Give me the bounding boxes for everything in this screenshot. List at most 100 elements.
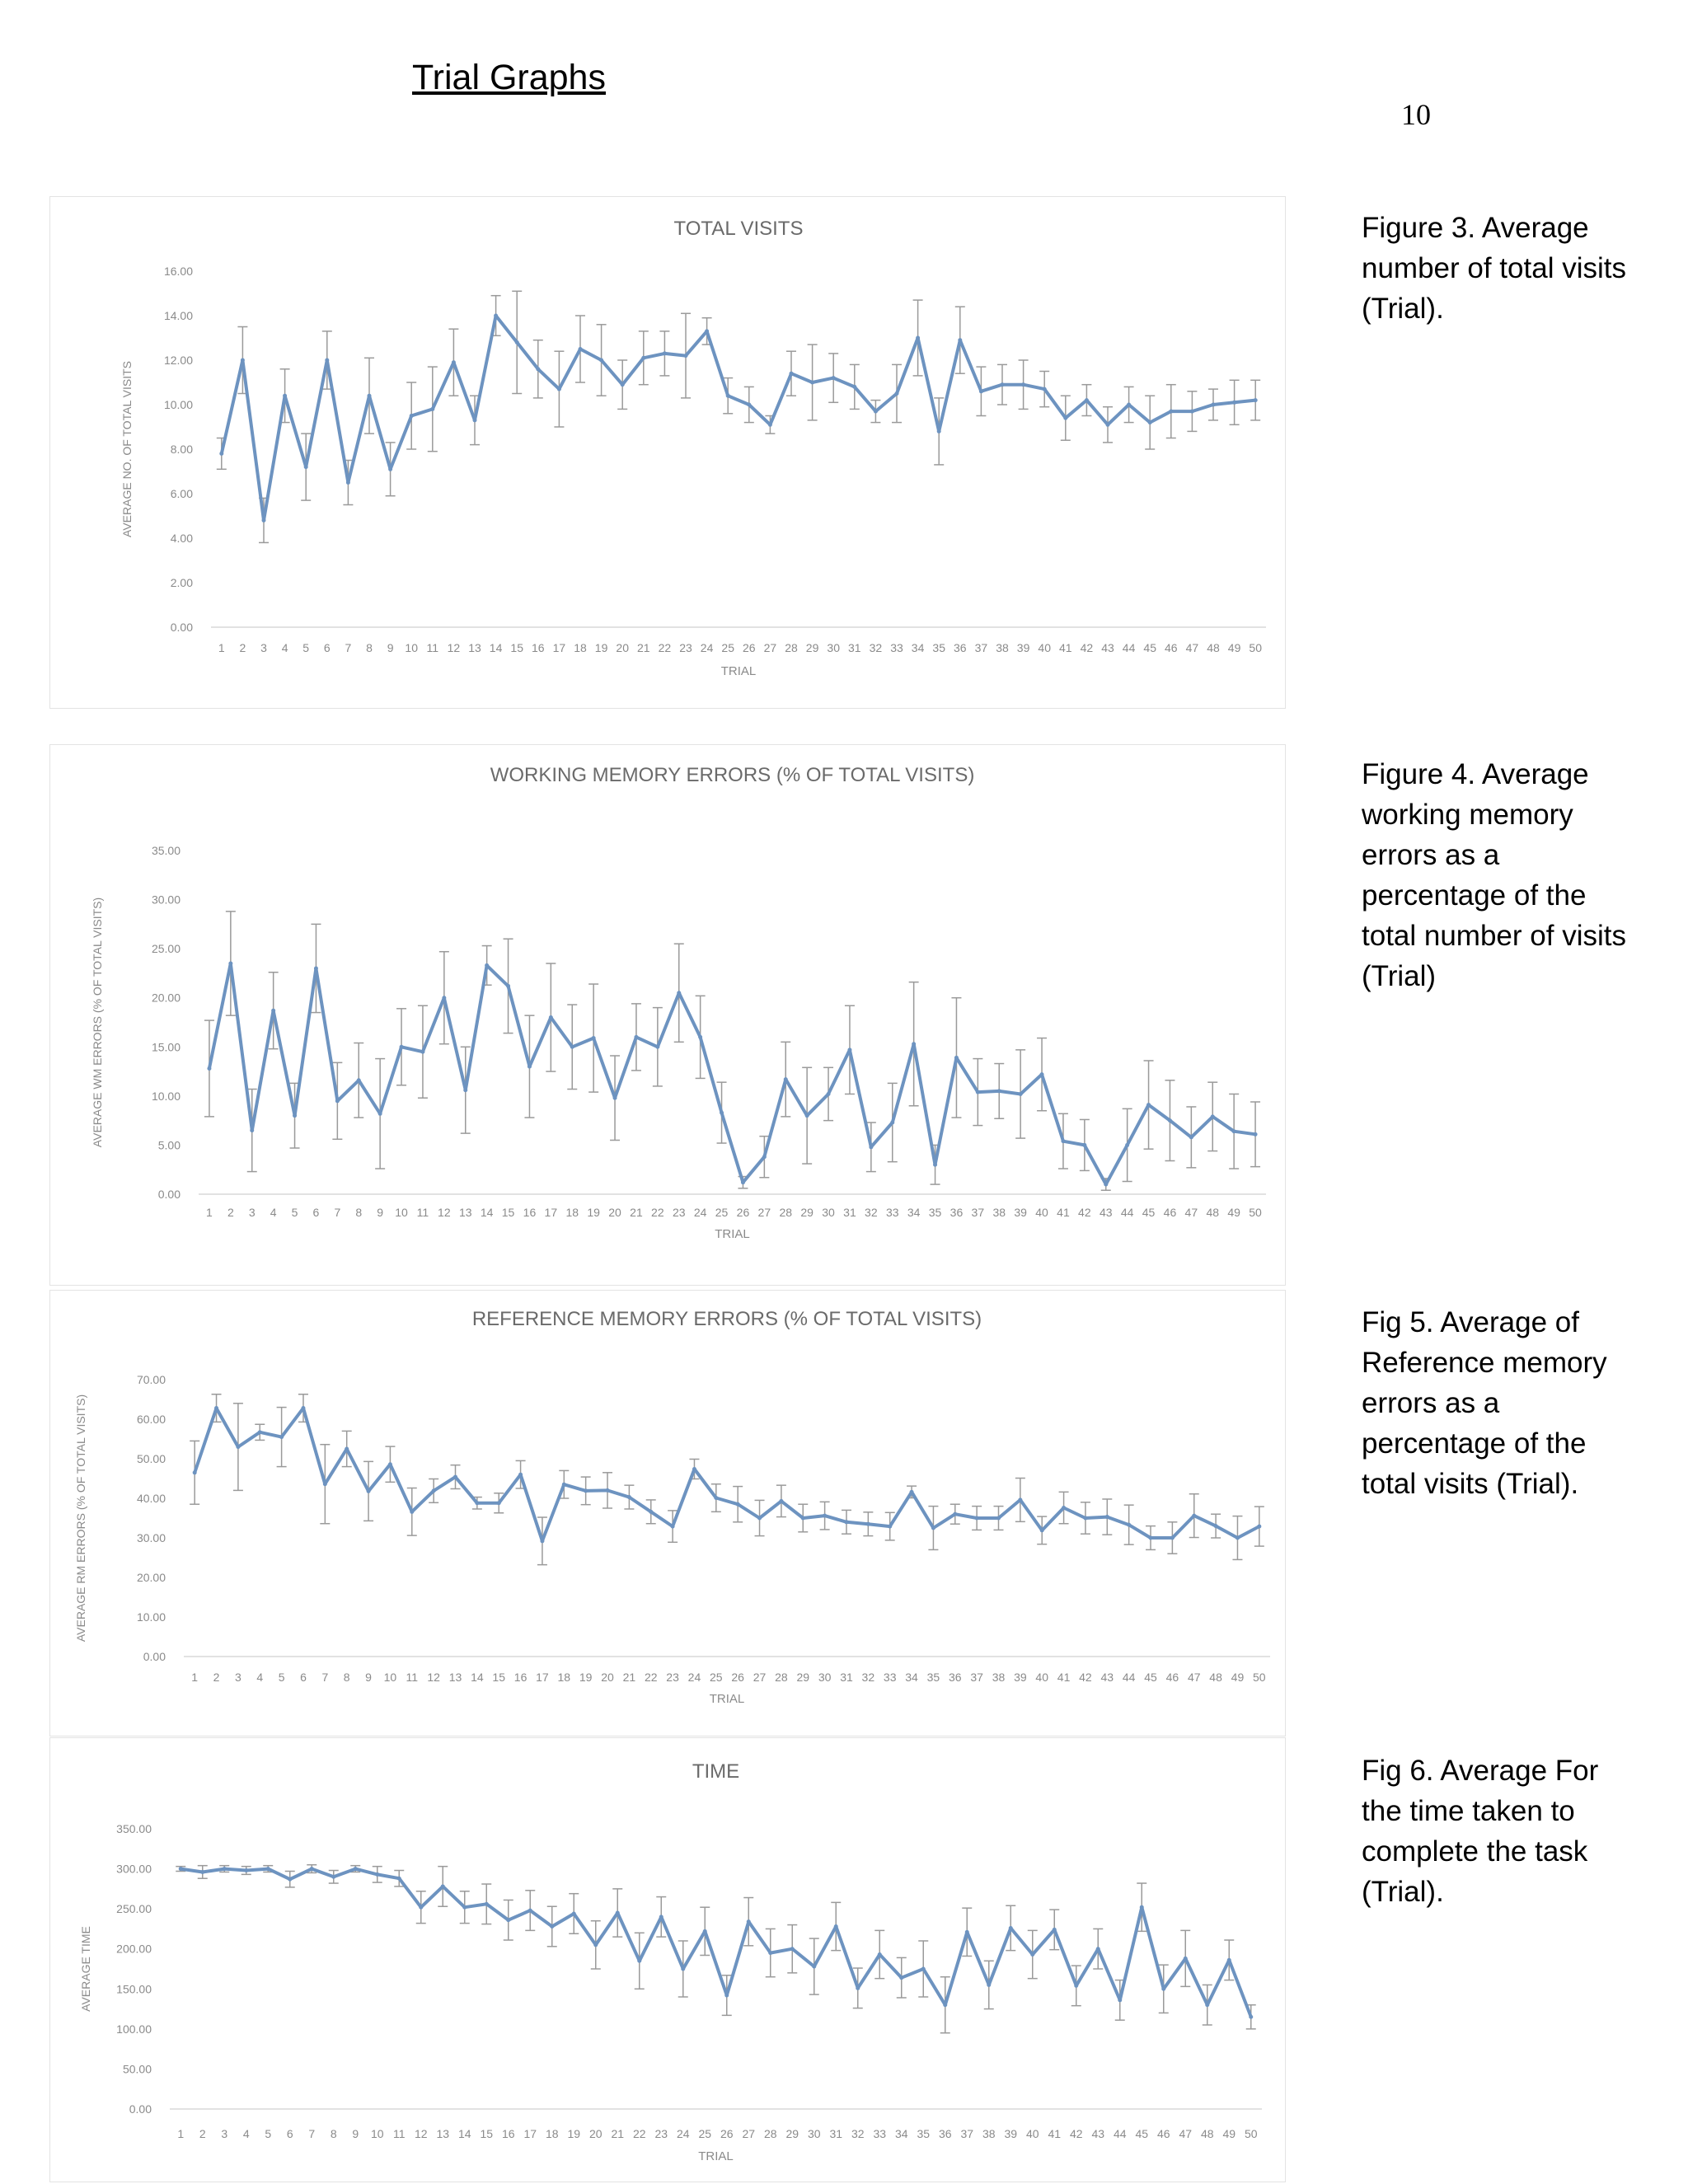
y-tick-label: 10.00 [152,1090,181,1103]
data-point [494,313,499,318]
x-tick-label: 50 [1249,641,1262,654]
data-point [888,1524,893,1529]
data-point [912,1042,917,1047]
page-heading: Trial Graphs [412,58,606,97]
y-tick-label: 150.00 [116,1982,152,1995]
data-point [655,1044,660,1049]
data-point [366,1488,371,1493]
data-point [514,340,519,344]
x-tick-label: 25 [715,1206,729,1219]
x-tick-label: 44 [1121,1206,1134,1219]
y-tick-label: 6.00 [171,487,193,500]
data-point [634,1034,639,1039]
data-point [833,1924,838,1929]
x-tick-label: 40 [1035,1671,1048,1684]
data-point [591,1036,596,1041]
data-point [1139,1905,1144,1910]
x-tick-label: 36 [950,1206,964,1219]
data-point [757,1516,762,1521]
data-point [431,1488,436,1493]
x-tick-label: 12 [448,641,461,654]
data-point [1104,1182,1109,1187]
data-point [578,347,583,351]
x-tick-label: 34 [912,641,925,654]
x-tick-label: 31 [848,641,861,654]
x-tick-label: 3 [235,1671,241,1684]
x-tick-label: 48 [1209,1671,1222,1684]
x-tick-label: 17 [523,2127,537,2140]
x-axis-label: TRIAL [710,1692,745,1706]
x-tick-label: 24 [694,1206,707,1219]
x-tick-label: 7 [334,1206,340,1219]
y-tick-label: 10.00 [137,1610,166,1624]
x-tick-label: 13 [459,1206,472,1219]
data-point [899,1975,904,1980]
data-point [506,983,511,988]
data-point [293,1113,298,1118]
data-point [831,376,836,381]
x-tick-label: 6 [300,1671,307,1684]
data-point [847,1047,852,1052]
data-point [1021,382,1026,387]
data-point [1189,409,1194,414]
x-tick-label: 32 [862,1671,875,1684]
data-point [1169,409,1174,414]
x-tick-label: 30 [818,1671,832,1684]
x-tick-label: 32 [870,641,883,654]
x-tick-label: 42 [1079,1671,1092,1684]
y-tick-label: 14.00 [164,309,193,322]
y-tick-label: 30.00 [152,893,181,907]
data-point [440,1884,445,1889]
data-point [207,1066,212,1071]
data-point [869,1145,874,1150]
data-point [178,1867,183,1872]
x-tick-label: 15 [480,2127,493,2140]
x-tick-label: 1 [206,1206,213,1219]
x-tick-label: 48 [1201,2127,1214,2140]
data-point [1039,1528,1044,1533]
x-tick-label: 25 [698,2127,711,2140]
data-point [790,1947,795,1952]
data-point [309,1867,314,1872]
data-point [698,1034,703,1039]
x-tick-label: 20 [589,2127,603,2140]
page-number: 10 [1401,98,1431,131]
data-point [702,1929,707,1933]
x-tick-label: 12 [415,2127,428,2140]
data-point [637,1958,642,1963]
data-point [921,1966,926,1971]
x-tick-label: 7 [308,2127,315,2140]
data-point [1257,1524,1262,1529]
data-point [1189,1135,1193,1140]
x-tick-label: 47 [1186,641,1199,654]
x-tick-label: 7 [321,1671,328,1684]
x-tick-label: 9 [377,1206,383,1219]
x-tick-label: 12 [427,1671,440,1684]
data-point [1213,1524,1218,1529]
x-tick-label: 2 [240,641,246,654]
x-tick-label: 34 [895,2127,908,2140]
x-tick-label: 28 [779,1206,792,1219]
x-tick-label: 20 [608,1206,621,1219]
chart-time: TIME 0.00 50.00 100.00 150.00 200.00 250.00 300… [79,1760,1262,2163]
data-point [200,1869,205,1874]
data-point [789,371,794,376]
data-point [335,1099,340,1104]
x-tick-label: 13 [468,641,481,654]
data-point [1147,420,1152,425]
data-point [451,360,456,365]
x-tick-label: 9 [352,2127,359,2140]
x-tick-label: 50 [1249,1206,1262,1219]
data-point [958,338,963,343]
data-point [724,1993,729,1998]
x-tick-label: 17 [545,1206,558,1219]
data-point [1231,1129,1236,1134]
x-tick-label: 9 [365,1671,372,1684]
data-point [1030,1952,1035,1957]
x-tick-label: 28 [785,641,798,654]
data-point [419,1905,424,1910]
y-tick-label: 12.00 [164,354,193,367]
y-tick-label: 350.00 [116,1822,152,1835]
y-tick-label: 100.00 [116,2022,152,2036]
x-tick-label: 49 [1231,1671,1245,1684]
